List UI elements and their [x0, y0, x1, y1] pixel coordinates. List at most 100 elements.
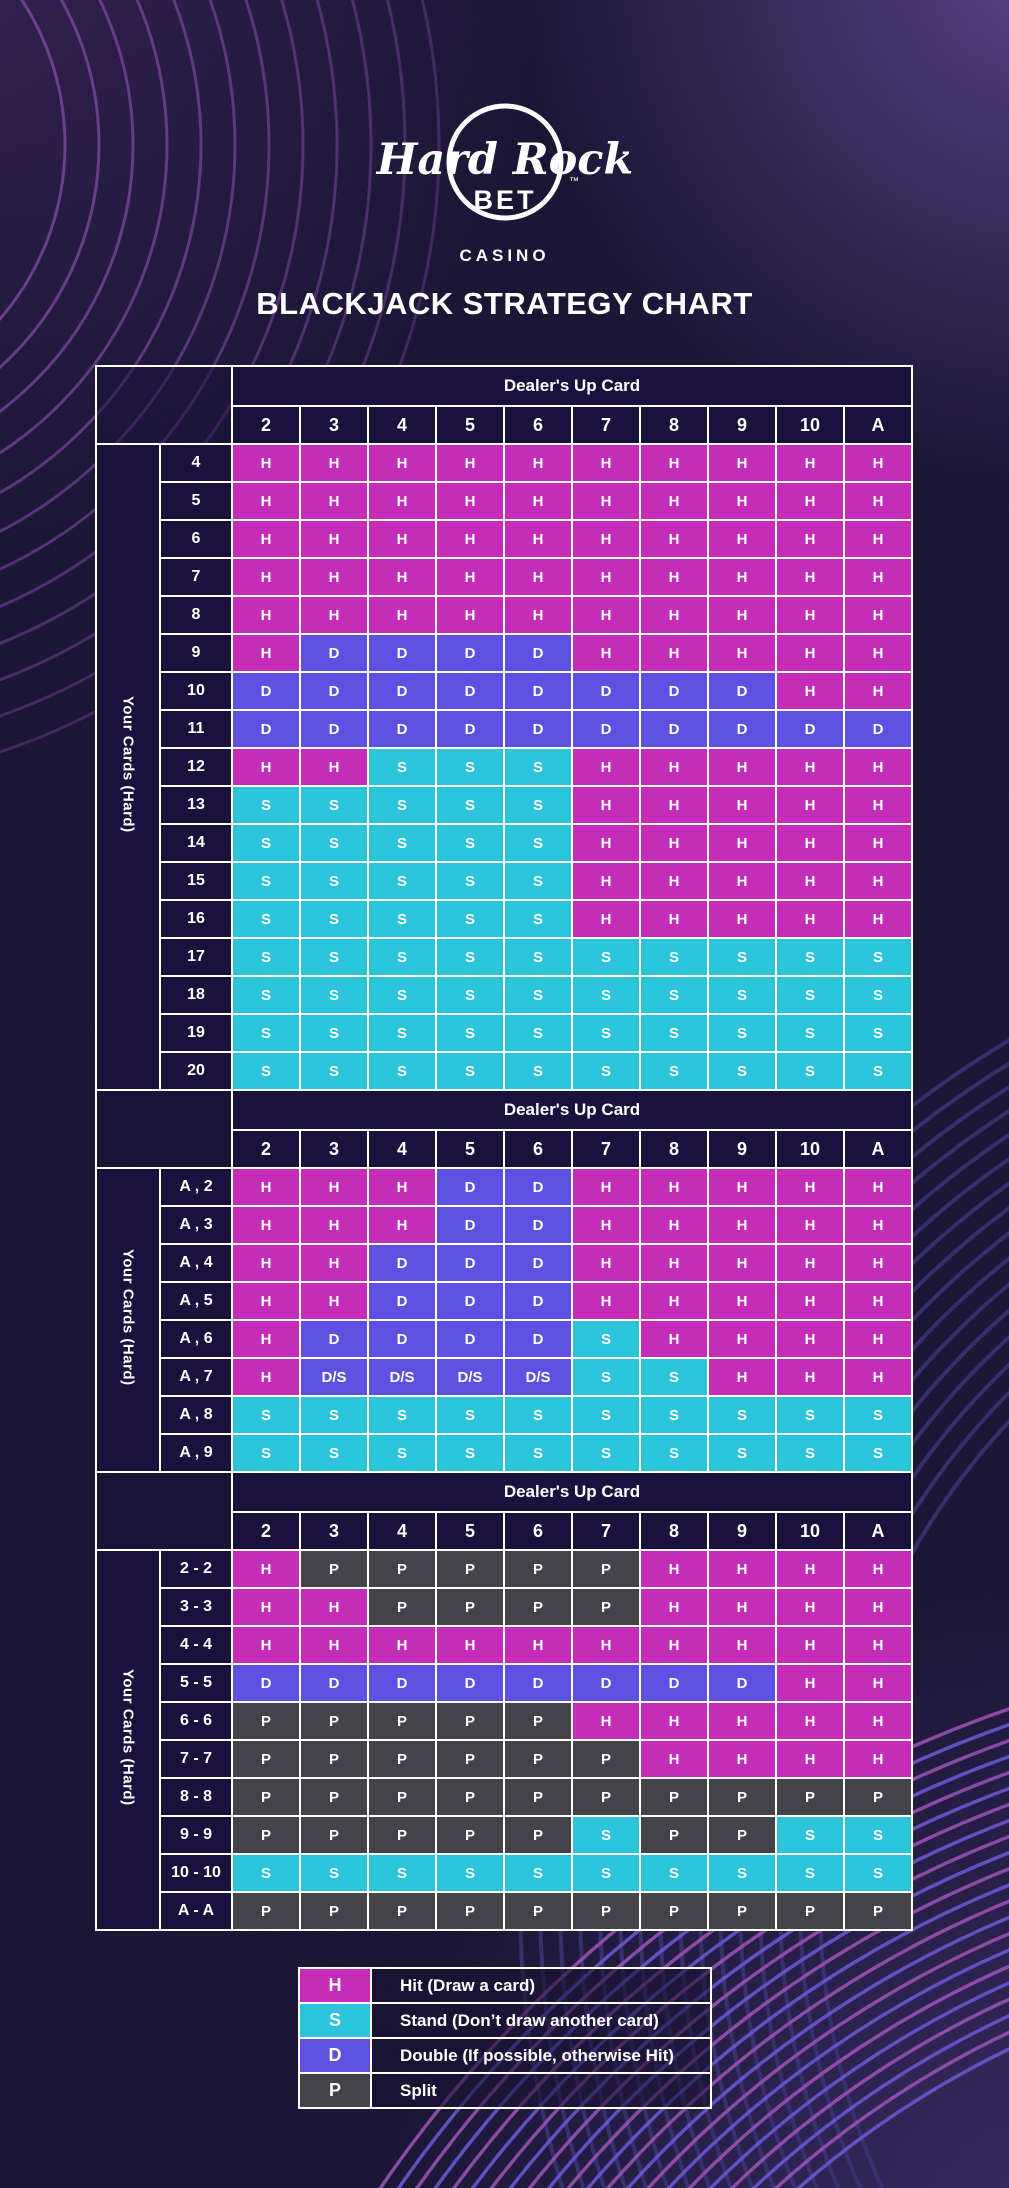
strategy-cell: S [367, 823, 437, 863]
hard-rock-bet-logo: Hard Rock BET ™ [374, 103, 633, 221]
strategy-cell: H [843, 1625, 913, 1665]
strategy-cell: S [435, 975, 505, 1015]
strategy-cell: H [231, 443, 301, 483]
strategy-cell: D [707, 671, 777, 711]
strategy-cell: H [639, 595, 709, 635]
strategy-cell: D [707, 1663, 777, 1703]
table-row: 13 S S S S S H H H H H [96, 785, 913, 825]
strategy-cell: P [231, 1701, 301, 1741]
strategy-cell: S [299, 1013, 369, 1053]
strategy-cell: H [367, 481, 437, 521]
dealer-card-column-header: 10 [775, 405, 845, 445]
strategy-cell: H [707, 443, 777, 483]
row-label: A , 5 [159, 1281, 233, 1321]
row-label: 18 [159, 975, 233, 1015]
strategy-cell: H [843, 1357, 913, 1397]
strategy-cell: P [503, 1815, 573, 1855]
strategy-cell: H [775, 1205, 845, 1245]
strategy-cell: H [843, 823, 913, 863]
table-row: 11 D D D D D D D D D D [96, 709, 913, 749]
strategy-cell: D [503, 1663, 573, 1703]
strategy-cell: S [503, 1853, 573, 1893]
strategy-cell: H [707, 1549, 777, 1589]
strategy-cell: D [367, 1243, 437, 1283]
row-label: 10 - 10 [159, 1853, 233, 1893]
strategy-cell: P [367, 1891, 437, 1931]
legend-row: P Split [300, 2072, 710, 2107]
strategy-cell: S [843, 1815, 913, 1855]
strategy-cell: H [571, 633, 641, 673]
row-label: 6 [159, 519, 233, 559]
dealer-card-column-header: 7 [571, 1129, 641, 1169]
strategy-cell: P [299, 1777, 369, 1817]
strategy-cell: H [843, 519, 913, 559]
strategy-cell: D [299, 1663, 369, 1703]
strategy-cell: P [367, 1701, 437, 1741]
strategy-cell: S [299, 1853, 369, 1893]
strategy-cell: D [435, 709, 505, 749]
strategy-cell: S [503, 1013, 573, 1053]
row-label: 8 - 8 [159, 1777, 233, 1817]
strategy-cell: S [639, 1395, 709, 1435]
strategy-cell: H [231, 557, 301, 597]
strategy-cell: H [639, 1549, 709, 1589]
strategy-cell: H [639, 1205, 709, 1245]
strategy-cell: H [231, 1357, 301, 1397]
strategy-cell: D [231, 709, 301, 749]
strategy-cell: P [843, 1777, 913, 1817]
strategy-cell: H [503, 595, 573, 635]
row-label: 12 [159, 747, 233, 787]
dealer-card-column-header: 8 [639, 1129, 709, 1169]
strategy-cell: S [843, 1433, 913, 1473]
strategy-cell: H [707, 899, 777, 939]
legend-row: S Stand (Don’t draw another card) [300, 2002, 710, 2037]
strategy-cell: H [571, 747, 641, 787]
strategy-cell: H [843, 785, 913, 825]
strategy-cell: P [299, 1549, 369, 1589]
row-label: 9 - 9 [159, 1815, 233, 1855]
strategy-cell: H [707, 1319, 777, 1359]
strategy-cell: H [775, 1625, 845, 1665]
strategy-cell: S [639, 1013, 709, 1053]
strategy-cell: H [367, 595, 437, 635]
strategy-cell: S [775, 1815, 845, 1855]
row-label: A , 7 [159, 1357, 233, 1397]
strategy-cell: S [367, 1853, 437, 1893]
strategy-cell: H [843, 1549, 913, 1589]
strategy-cell: S [435, 823, 505, 863]
strategy-cell: D [503, 1319, 573, 1359]
strategy-cell: H [435, 443, 505, 483]
strategy-cell: H [503, 481, 573, 521]
legend-row: H Hit (Draw a card) [300, 1969, 710, 2002]
strategy-cell: S [775, 937, 845, 977]
row-label: 16 [159, 899, 233, 939]
strategy-cell: S [299, 823, 369, 863]
strategy-cell: S [571, 1013, 641, 1053]
strategy-cell: H [435, 1625, 505, 1665]
strategy-cell: S [503, 937, 573, 977]
dealer-card-column-header: 9 [707, 405, 777, 445]
strategy-cell: S [367, 1433, 437, 1473]
strategy-cell: H [775, 1281, 845, 1321]
strategy-cell: H [503, 443, 573, 483]
row-label: 5 [159, 481, 233, 521]
strategy-cell: S [367, 861, 437, 901]
strategy-cell: S [435, 1433, 505, 1473]
table-row: 10 D D D D D D D D H H [96, 671, 913, 711]
strategy-cell: H [571, 1243, 641, 1283]
strategy-cell: H [707, 747, 777, 787]
dealer-card-column-header: 3 [299, 1511, 369, 1551]
dealer-card-column-header: 3 [299, 1129, 369, 1169]
strategy-cell: D/S [503, 1357, 573, 1397]
dealer-up-card-header: Dealer's Up Card [231, 1089, 913, 1131]
strategy-cell: H [571, 595, 641, 635]
strategy-cell: S [299, 861, 369, 901]
strategy-cell: S [299, 1433, 369, 1473]
strategy-cell: D [367, 671, 437, 711]
side-label-text: Your Cards (Hard) [119, 1669, 137, 1806]
row-label: 9 [159, 633, 233, 673]
strategy-cell: S [299, 899, 369, 939]
strategy-cell: H [231, 1319, 301, 1359]
